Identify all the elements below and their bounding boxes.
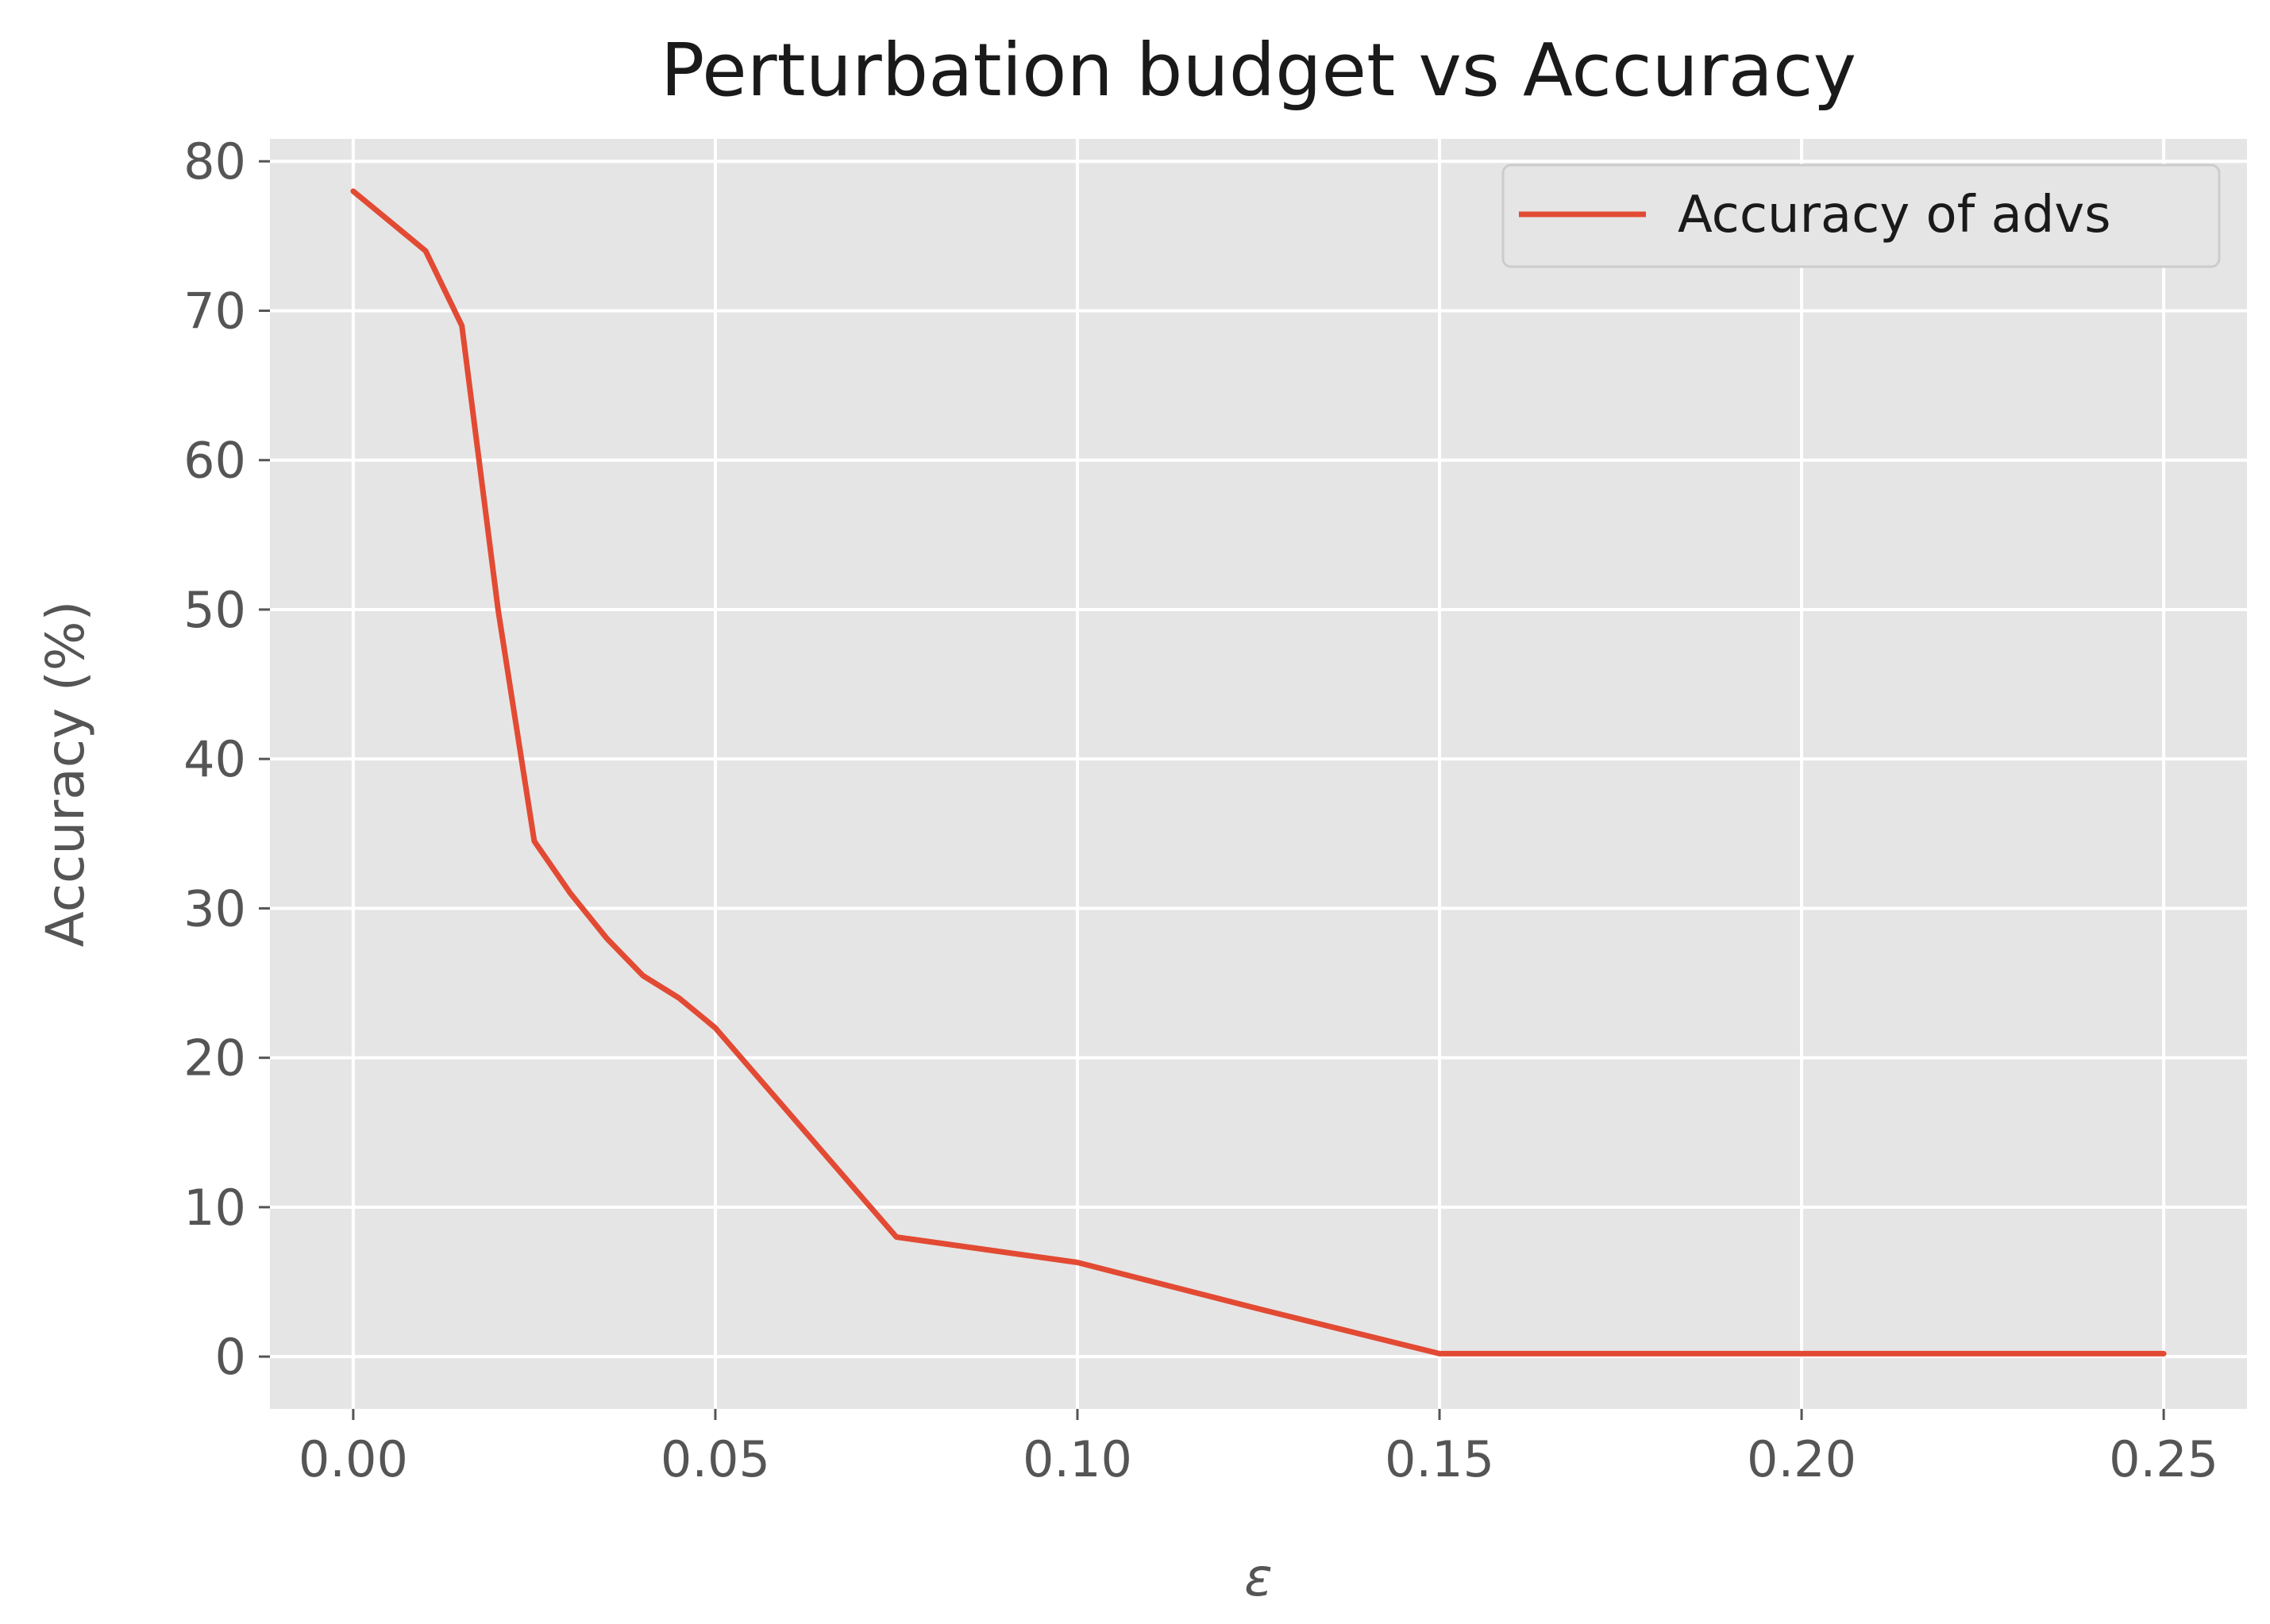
legend-label: Accuracy of advs	[1678, 186, 2111, 244]
y-tick-label: 40	[183, 730, 246, 788]
grid-lines	[270, 139, 2247, 1409]
axis-ticks: 0.00 0.05 0.10 0.15 0.20 0.25 0 10 20 30 40 50 60 70 8…	[183, 133, 2218, 1488]
x-tick-label: 0.10	[1023, 1430, 1132, 1488]
y-tick-label: 80	[183, 133, 246, 190]
legend-box	[1501, 164, 2221, 268]
x-axis-label: ε	[1244, 1547, 1273, 1608]
x-tick-label: 0.25	[2109, 1430, 2218, 1488]
y-tick-label: 50	[183, 581, 246, 639]
series-layer	[350, 188, 2167, 1357]
y-axis-label: Accuracy (%)	[35, 601, 96, 948]
x-tick-label: 0.15	[1385, 1430, 1494, 1488]
y-tick-label: 60	[183, 432, 246, 490]
plot-area	[270, 139, 2247, 1409]
x-tick-label: 0.20	[1747, 1430, 1856, 1488]
legend: Accuracy of advs	[1501, 164, 2221, 268]
x-tick-label: 0.05	[661, 1430, 770, 1488]
y-tick-label: 10	[183, 1179, 246, 1237]
y-tick-label: 20	[183, 1029, 246, 1087]
chart-title: Perturbation budget vs Accuracy	[661, 28, 1856, 113]
y-tick-label: 0	[215, 1328, 246, 1386]
y-tick-label: 30	[183, 879, 246, 937]
x-tick-label: 0.00	[299, 1430, 408, 1488]
y-tick-label: 70	[183, 282, 246, 340]
series-line-accuracy-of-advs	[350, 188, 2167, 1357]
